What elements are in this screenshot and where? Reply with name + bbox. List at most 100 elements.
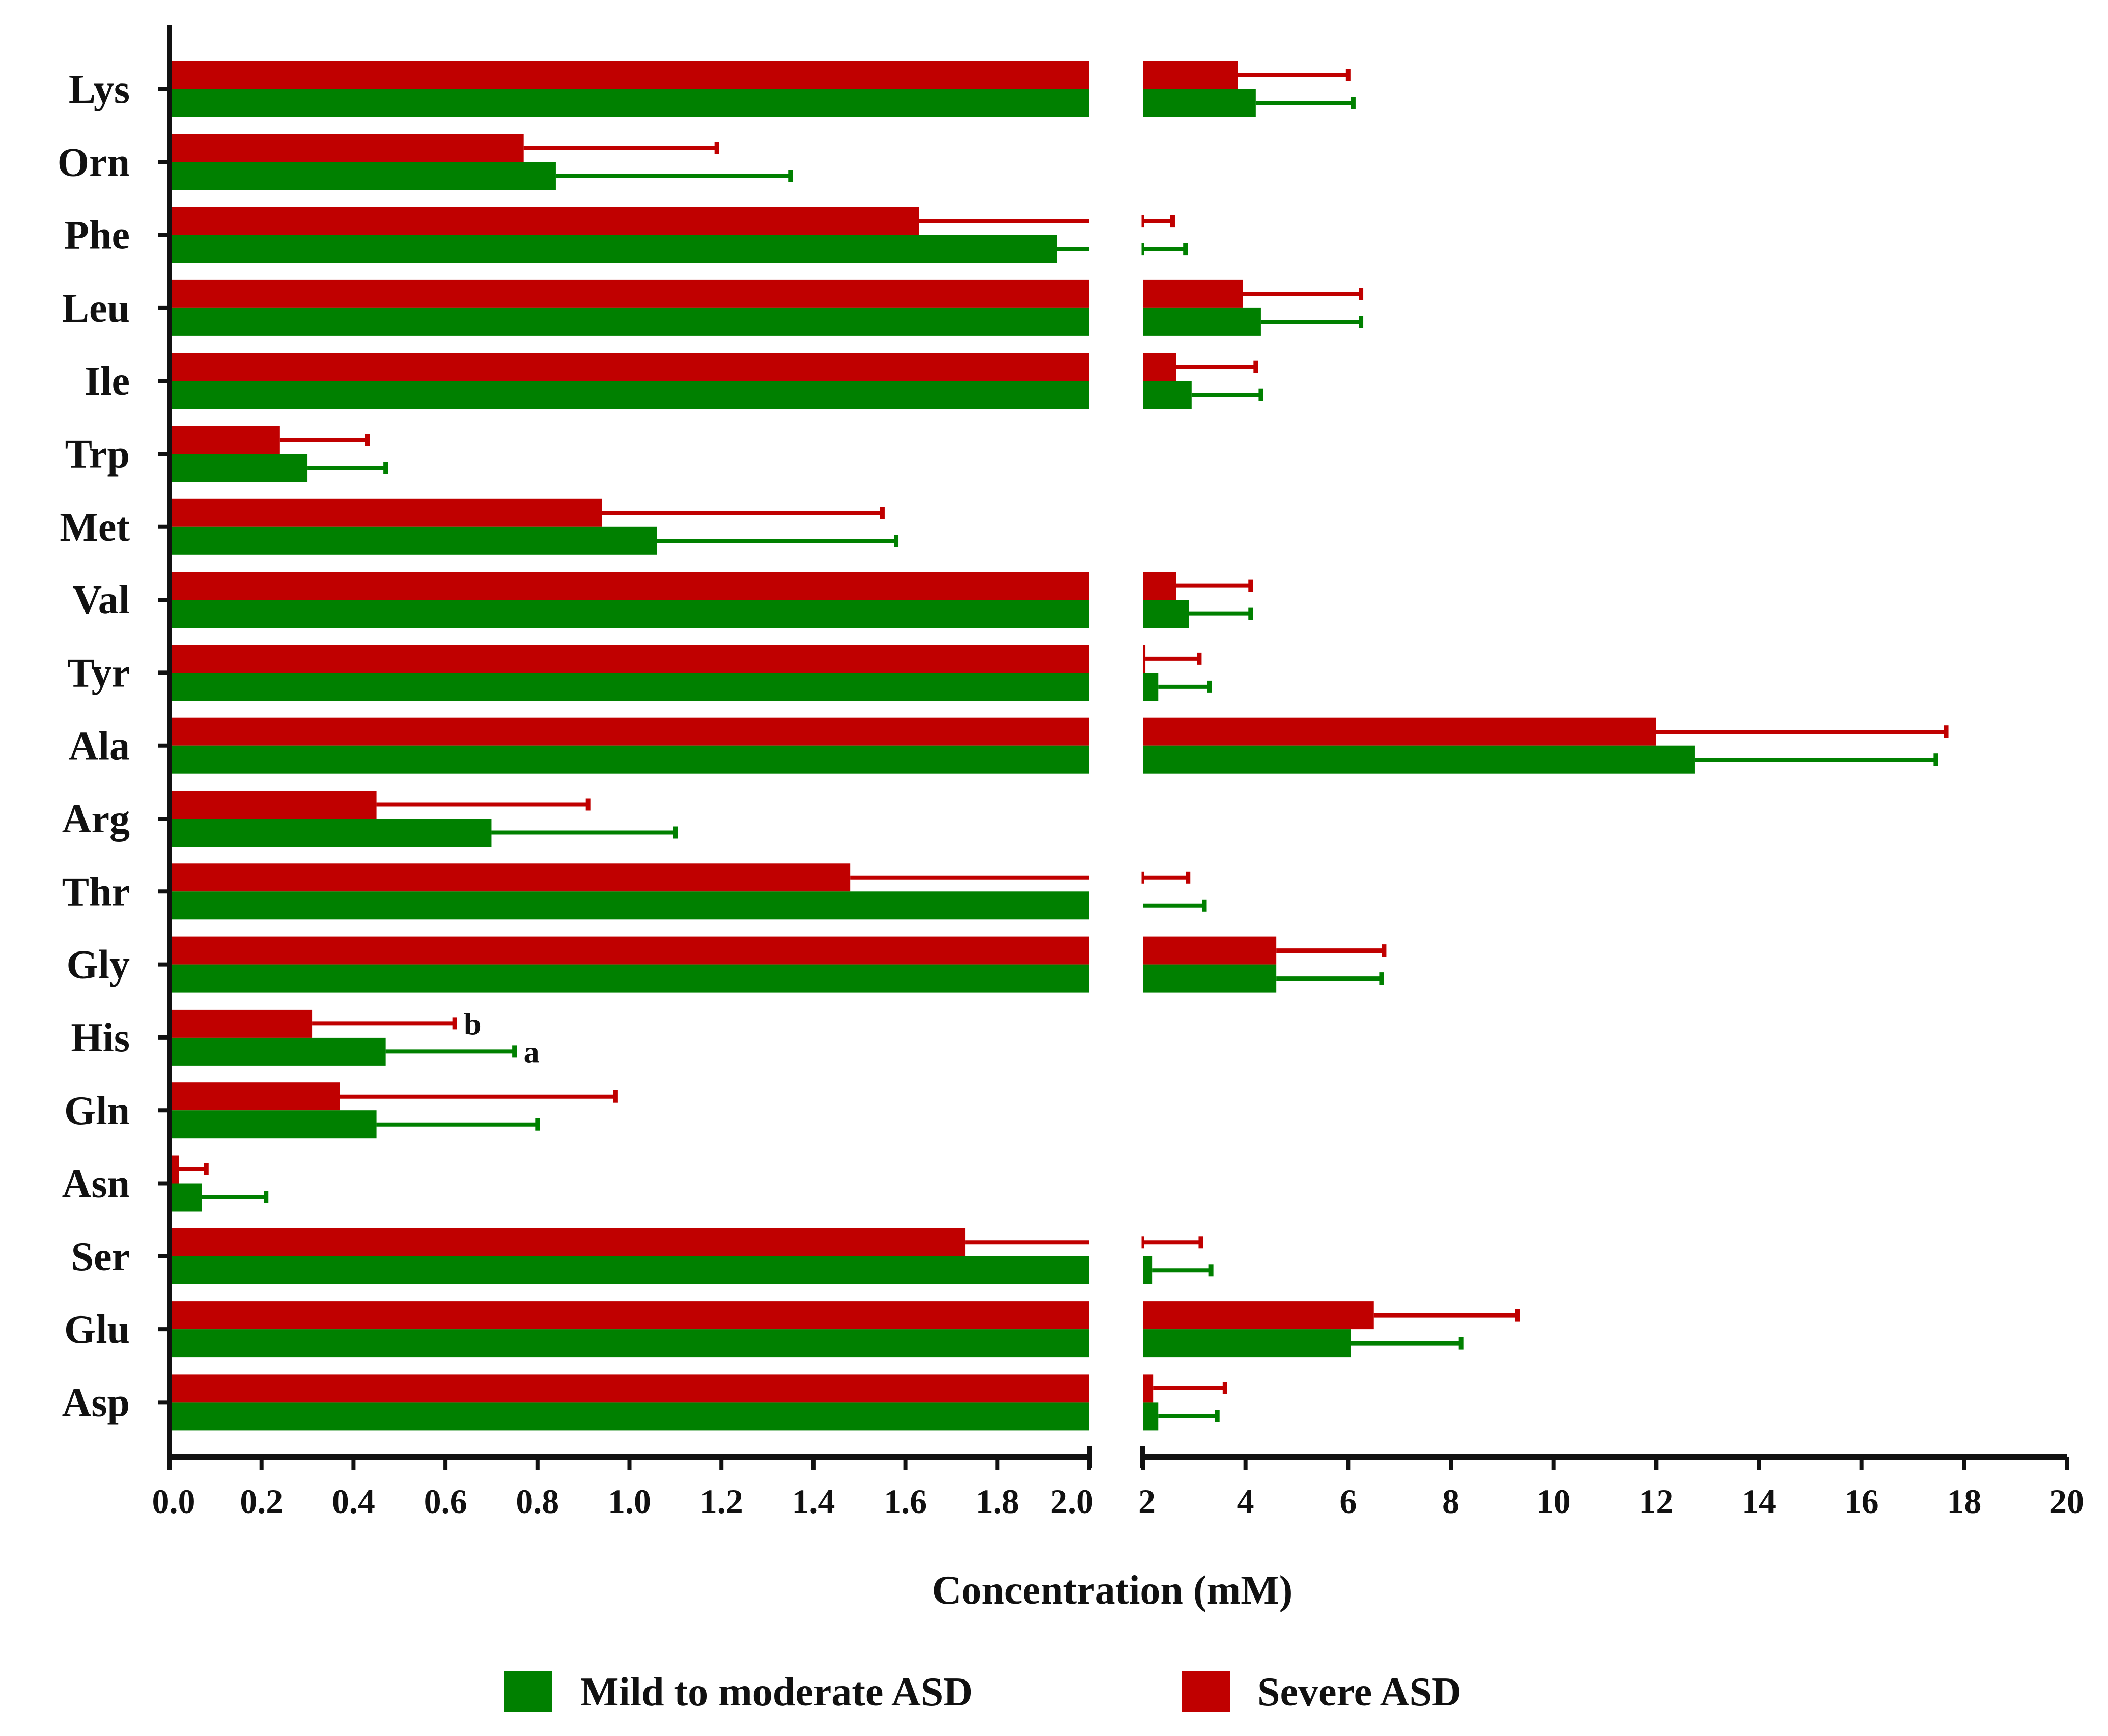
- bar-severe-Ala-upper: [1143, 717, 1656, 746]
- x-tick-label-high-10: 10: [1536, 1482, 1571, 1521]
- bar-severe-Leu-upper: [1143, 279, 1243, 308]
- x-tick-label-low-0.0: 0.0: [152, 1482, 195, 1521]
- bar-mild-Val: [170, 600, 1089, 628]
- category-label-Leu: Leu: [62, 286, 130, 331]
- bar-mild-Asp: [170, 1402, 1089, 1431]
- annotation-His-mild: a: [524, 1035, 540, 1070]
- bar-mild-Ala-upper: [1143, 745, 1695, 774]
- bar-severe-Thr: [170, 863, 851, 892]
- bar-mild-Phe: [170, 235, 1057, 263]
- category-label-Ala: Ala: [69, 724, 130, 769]
- x-tick-label-low-1.6: 1.6: [884, 1482, 927, 1521]
- category-label-Gly: Gly: [67, 943, 130, 988]
- category-label-Tyr: Tyr: [67, 651, 130, 695]
- bar-mild-Met: [170, 526, 657, 555]
- bars-layer: [170, 61, 1695, 1431]
- x-tick-label-low-0.6: 0.6: [424, 1482, 467, 1521]
- bar-mild-Orn: [170, 162, 556, 190]
- bar-mild-Leu: [170, 307, 1089, 336]
- annotation-His-severe: b: [464, 1007, 481, 1042]
- bar-mild-Tyr: [170, 673, 1089, 701]
- bar-severe-Asp: [170, 1374, 1089, 1403]
- bar-severe-Leu: [170, 279, 1089, 308]
- bar-mild-Arg: [170, 819, 492, 847]
- x-tick-label-low-0.8: 0.8: [516, 1482, 559, 1521]
- bar-mild-Ser: [170, 1256, 1089, 1284]
- category-label-Trp: Trp: [65, 432, 130, 477]
- bar-mild-Glu-upper: [1143, 1329, 1351, 1358]
- bar-severe-His: [170, 1009, 313, 1038]
- x-tick-label-high-12: 12: [1639, 1482, 1673, 1521]
- x-tick-label-high-6: 6: [1339, 1482, 1357, 1521]
- x-tick-label-low-0.2: 0.2: [240, 1482, 283, 1521]
- bar-mild-Ile: [170, 381, 1089, 409]
- x-tick-label-high-2: 2: [1138, 1482, 1156, 1521]
- bar-severe-Tyr: [170, 645, 1089, 673]
- category-label-Asn: Asn: [62, 1162, 130, 1207]
- bar-mild-Gly: [170, 964, 1089, 993]
- x-tick-label-low-1.2: 1.2: [700, 1482, 743, 1521]
- category-label-Orn: Orn: [58, 140, 130, 185]
- x-tick-label-low-2.0: 2.0: [1050, 1482, 1093, 1521]
- category-label-Val: Val: [72, 578, 130, 623]
- bar-severe-Ala: [170, 717, 1089, 746]
- x-tick-label-low-1.0: 1.0: [608, 1482, 651, 1521]
- category-label-Gln: Gln: [64, 1088, 130, 1133]
- bar-severe-Orn: [170, 134, 524, 162]
- bar-severe-Lys: [170, 61, 1089, 89]
- bar-mild-Gly-upper: [1143, 964, 1277, 993]
- bar-severe-Phe: [170, 207, 919, 235]
- bar-severe-Gln: [170, 1082, 340, 1111]
- x-tick-label-low-0.4: 0.4: [332, 1482, 375, 1521]
- x-tick-label-low-1.4: 1.4: [792, 1482, 835, 1521]
- legend: Mild to moderate ASD Severe ASD: [504, 1670, 1461, 1715]
- category-label-His: His: [71, 1016, 130, 1060]
- legend-label-severe: Severe ASD: [1257, 1670, 1461, 1715]
- bar-severe-Asp-upper: [1143, 1374, 1154, 1403]
- category-label-Met: Met: [60, 505, 130, 550]
- bar-mild-Lys-upper: [1143, 89, 1256, 117]
- bar-severe-Glu-upper: [1143, 1301, 1374, 1330]
- bar-mild-Glu: [170, 1329, 1089, 1358]
- bar-mild-Lys: [170, 89, 1089, 117]
- x-tick-label-low-1.8: 1.8: [976, 1482, 1019, 1521]
- bar-mild-Val-upper: [1143, 600, 1189, 628]
- legend-swatch-severe: [1182, 1671, 1230, 1712]
- bar-mild-Tyr-upper: [1143, 673, 1159, 701]
- category-label-Ile: Ile: [85, 359, 130, 404]
- axes-layer: 0.0 0.2 0.4 0.6 0.8 1.0 1.2 1.4 1.6 1.8 2.0 2 4 6 8 10 1…: [152, 25, 2084, 1613]
- bar-mild-Asn: [170, 1183, 202, 1212]
- x-tick-label-high-14: 14: [1741, 1482, 1776, 1521]
- category-label-Thr: Thr: [62, 870, 130, 914]
- bar-severe-Met: [170, 498, 602, 527]
- category-label-Lys: Lys: [69, 67, 130, 112]
- bar-mild-Thr: [170, 891, 1089, 920]
- bar-mild-Trp: [170, 454, 308, 482]
- bar-severe-Lys-upper: [1143, 61, 1238, 89]
- category-label-Asp: Asp: [62, 1380, 130, 1425]
- bar-mild-Asp-upper: [1143, 1402, 1159, 1431]
- bar-mild-Ile-upper: [1143, 381, 1192, 409]
- category-label-Ser: Ser: [71, 1235, 130, 1279]
- bar-severe-Gly-upper: [1143, 936, 1277, 965]
- legend-label-mild: Mild to moderate ASD: [580, 1670, 973, 1715]
- x-tick-label-high-8: 8: [1442, 1482, 1459, 1521]
- bar-mild-Ala: [170, 745, 1089, 774]
- labels-layer: Lys Orn Phe Leu Ile Trp Met Val Tyr Ala Arg Thr Gly H…: [58, 67, 540, 1425]
- bar-severe-Val-upper: [1143, 572, 1176, 600]
- category-label-Arg: Arg: [62, 797, 130, 842]
- x-tick-label-high-18: 18: [1947, 1482, 1981, 1521]
- bar-mild-His: [170, 1037, 386, 1066]
- x-tick-label-high-20: 20: [2049, 1482, 2084, 1521]
- legend-swatch-mild: [504, 1671, 552, 1712]
- bar-severe-Gly: [170, 936, 1089, 965]
- category-label-Glu: Glu: [64, 1307, 130, 1352]
- bar-severe-Ile: [170, 353, 1089, 381]
- bar-mild-Leu-upper: [1143, 307, 1261, 336]
- bar-mild-Ser-upper: [1143, 1256, 1153, 1284]
- bar-severe-Arg: [170, 791, 377, 819]
- bar-severe-Ser: [170, 1228, 966, 1256]
- x-tick-label-high-4: 4: [1237, 1482, 1254, 1521]
